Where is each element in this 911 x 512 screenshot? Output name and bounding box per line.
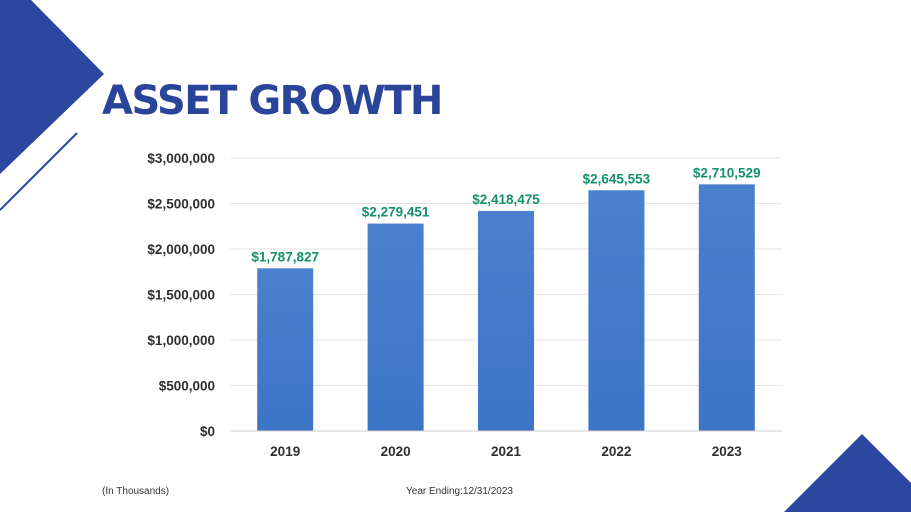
x-tick-label: 2022 <box>601 444 631 459</box>
bar-2019 <box>257 268 314 431</box>
units-footnote: (In Thousands) <box>102 486 170 497</box>
bars <box>257 184 755 431</box>
bar-2022 <box>588 190 645 431</box>
bottom-right-triangle <box>784 434 911 512</box>
data-label: $2,645,553 <box>583 171 651 186</box>
y-tick-label: $500,000 <box>159 379 215 394</box>
data-labels: $1,787,827 $2,279,451 $2,418,475 $2,645,553… <box>251 165 760 264</box>
x-tick-label: 2019 <box>270 444 300 459</box>
y-tick-label: $3,000,000 <box>147 151 215 166</box>
data-label: $2,710,529 <box>693 165 761 180</box>
y-axis-tick-labels: $0 $500,000 $1,000,000 $1,500,000 $2,000,000… <box>147 151 215 439</box>
bar-2021 <box>478 210 534 431</box>
y-tick-label: $0 <box>200 424 215 439</box>
y-tick-label: $1,000,000 <box>147 333 215 348</box>
bar-2020 <box>367 223 424 431</box>
y-tick-label: $2,500,000 <box>147 197 215 212</box>
x-axis-tick-labels: 2019 2020 2021 2022 2023 <box>270 444 742 459</box>
y-tick-label: $2,000,000 <box>147 242 215 257</box>
year-ending-footnote: Year Ending:12/31/2023 <box>406 486 513 497</box>
x-tick-label: 2023 <box>712 444 743 459</box>
x-tick-label: 2021 <box>491 444 522 459</box>
data-label: $1,787,827 <box>251 249 319 264</box>
top-left-triangle <box>0 0 104 174</box>
top-left-diagonal-line <box>0 132 78 211</box>
y-tick-label: $1,500,000 <box>147 288 215 303</box>
data-label: $2,279,451 <box>362 205 430 220</box>
bar-2023 <box>698 184 755 431</box>
data-label: $2,418,475 <box>472 192 540 207</box>
page-title: ASSET GROWTH <box>102 78 443 124</box>
x-tick-label: 2020 <box>381 444 411 459</box>
